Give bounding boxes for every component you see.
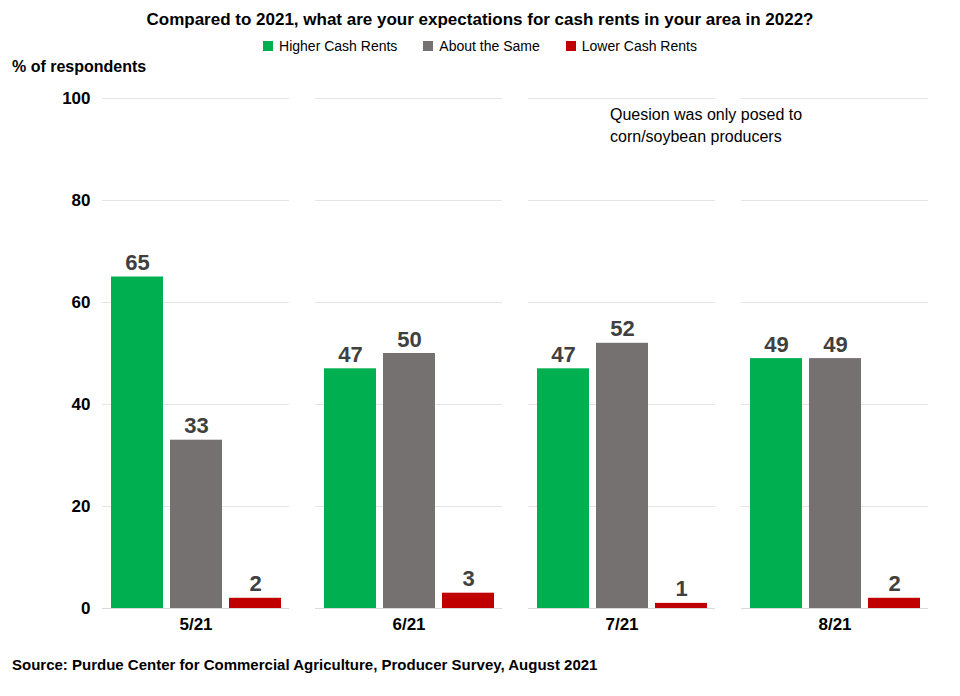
- html-text:Quesion was only posed to corn: Quesion was only posed to corn/soybean p…: [610, 106, 803, 146]
- html-text:Lower Cash Rents: Lower Cash Rents: [581, 38, 697, 54]
- svg-text:47: 47: [551, 342, 575, 367]
- svg-text:1: 1: [675, 576, 687, 601]
- svg-text:60: 60: [72, 293, 91, 312]
- svg-text:52: 52: [610, 316, 634, 341]
- html-text:About the Same: About the Same: [439, 38, 540, 54]
- svg-text:2: 2: [249, 571, 261, 596]
- svg-text:6/21: 6/21: [392, 615, 425, 634]
- svg-text:3: 3: [462, 566, 474, 591]
- svg-text:7/21: 7/21: [605, 615, 638, 634]
- svg-text:20: 20: [72, 497, 91, 516]
- html-text:Compared to 2021, what are you: Compared to 2021, what are your expectat…: [146, 10, 814, 29]
- svg-text:49: 49: [764, 332, 788, 357]
- svg-text:49: 49: [823, 332, 847, 357]
- svg-text:47: 47: [338, 342, 362, 367]
- svg-text:65: 65: [125, 250, 149, 275]
- svg-text:8/21: 8/21: [818, 615, 851, 634]
- svg-text:80: 80: [72, 191, 91, 210]
- html-text:% of respondents: % of respondents: [12, 58, 147, 75]
- svg-text:100: 100: [62, 89, 90, 108]
- html-text:Source: Purdue Center for Comm: Source: Purdue Center for Commercial Agr…: [12, 656, 598, 673]
- html-text:Higher Cash Rents: Higher Cash Rents: [279, 38, 398, 54]
- svg-text:40: 40: [72, 395, 91, 414]
- svg-text:33: 33: [184, 413, 208, 438]
- svg-text:2: 2: [888, 571, 900, 596]
- svg-text:0: 0: [81, 599, 90, 618]
- svg-text:50: 50: [397, 327, 421, 352]
- svg-text:5/21: 5/21: [179, 615, 212, 634]
